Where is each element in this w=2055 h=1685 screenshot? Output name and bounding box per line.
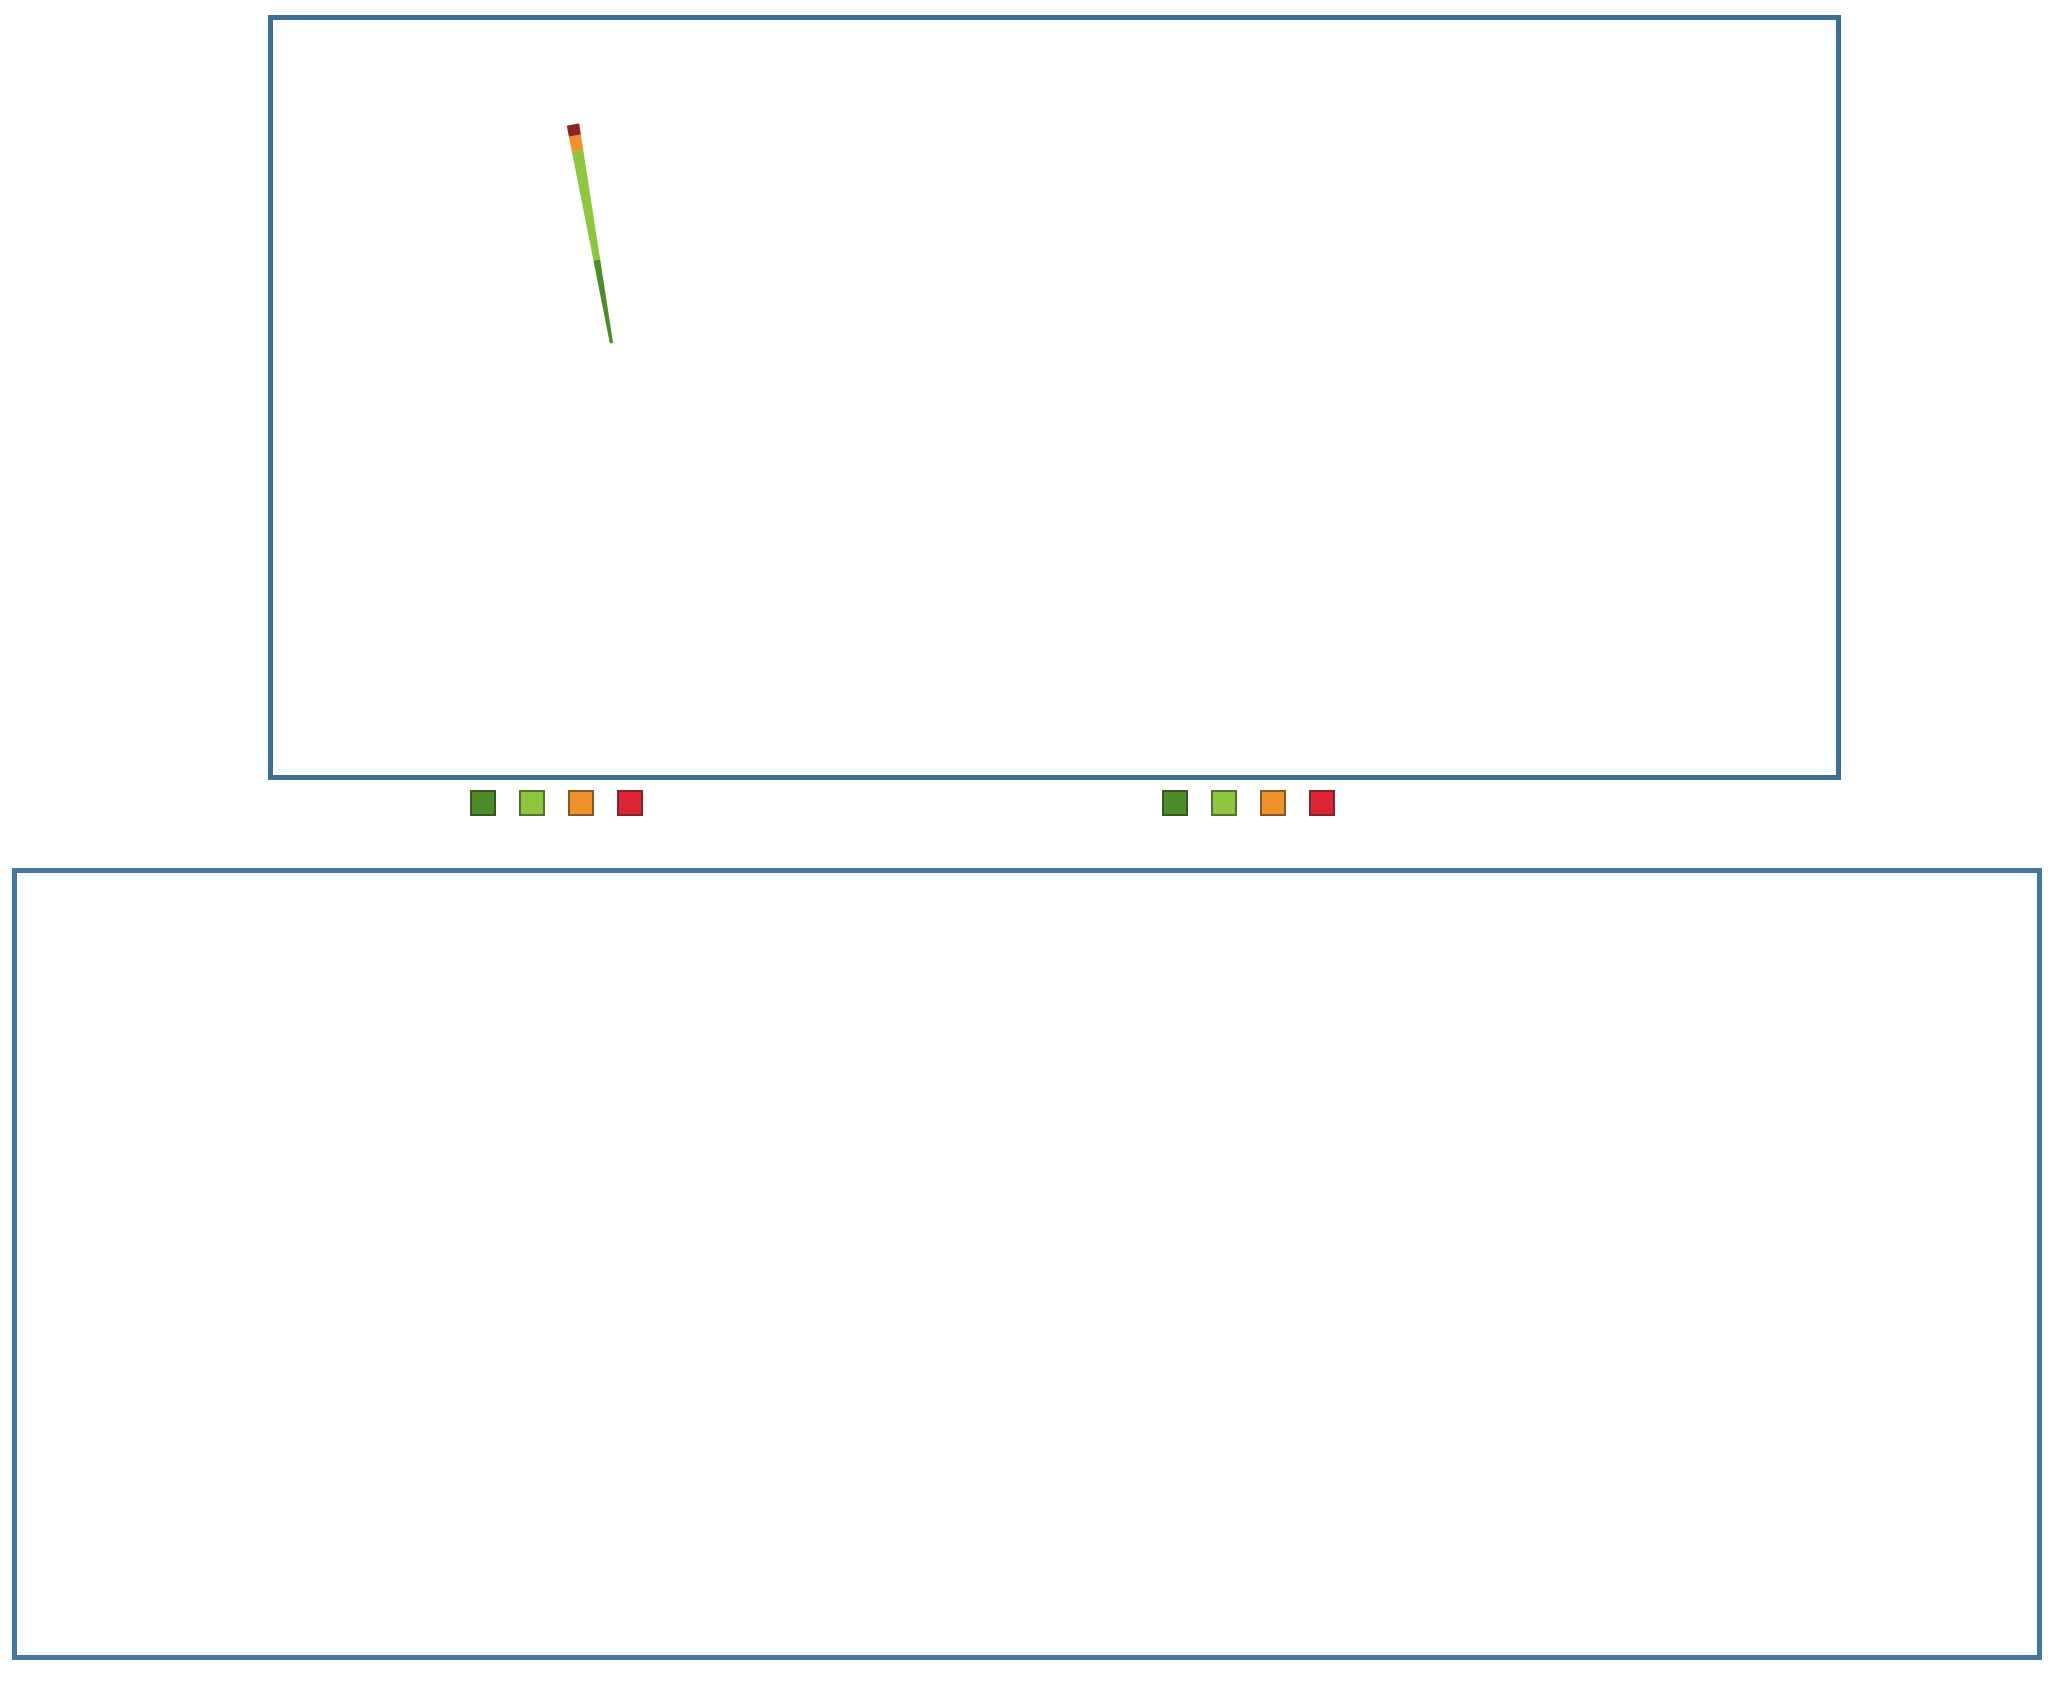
score-legend-left <box>452 790 666 816</box>
legend-swatch <box>1309 790 1335 816</box>
legend-swatches <box>1162 790 1358 816</box>
legend-swatch <box>1211 790 1237 816</box>
legend-swatch <box>617 790 643 816</box>
legend-swatch <box>568 790 594 816</box>
legend-swatch <box>519 790 545 816</box>
top-panel-sex-comparison <box>268 15 1841 780</box>
legend-swatch <box>1260 790 1286 816</box>
legend-swatches <box>470 790 666 816</box>
legend-swatch <box>470 790 496 816</box>
bottom-panel-profession-comparison <box>12 868 2042 1660</box>
legend-swatch <box>1162 790 1188 816</box>
bar-sectors <box>566 123 614 344</box>
score-legend-right <box>1144 790 1358 816</box>
chart-hombre <box>566 123 614 344</box>
